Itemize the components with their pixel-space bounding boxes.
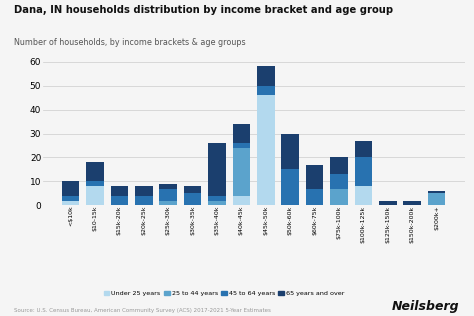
Bar	[403, 201, 421, 205]
Bar	[159, 184, 177, 189]
Bar	[428, 193, 446, 205]
Bar	[135, 196, 153, 205]
Bar	[330, 174, 348, 189]
Bar	[159, 189, 177, 201]
Bar	[257, 95, 274, 205]
Legend: Under 25 years, 25 to 44 years, 45 to 64 years, 65 years and over: Under 25 years, 25 to 44 years, 45 to 64…	[101, 288, 347, 299]
Text: Dana, IN households distribution by income bracket and age group: Dana, IN households distribution by inco…	[14, 5, 393, 15]
Bar	[86, 162, 104, 181]
Bar	[233, 143, 250, 148]
Bar	[184, 186, 201, 193]
Bar	[355, 157, 372, 186]
Bar	[110, 196, 128, 205]
Bar	[355, 141, 372, 157]
Bar	[306, 165, 323, 189]
Bar	[282, 169, 299, 205]
Bar	[110, 186, 128, 196]
Bar	[135, 186, 153, 196]
Bar	[62, 196, 80, 201]
Text: Number of households, by income brackets & age groups: Number of households, by income brackets…	[14, 38, 246, 47]
Bar	[208, 196, 226, 201]
Bar	[86, 186, 104, 205]
Bar	[428, 191, 446, 193]
Bar	[233, 148, 250, 196]
Bar	[330, 189, 348, 205]
Bar	[233, 124, 250, 143]
Bar	[257, 86, 274, 95]
Bar	[306, 189, 323, 205]
Bar	[62, 181, 80, 196]
Bar	[282, 134, 299, 169]
Bar	[62, 201, 80, 205]
Bar	[208, 201, 226, 205]
Bar	[86, 181, 104, 186]
Text: Neilsberg: Neilsberg	[392, 300, 460, 313]
Text: Source: U.S. Census Bureau, American Community Survey (ACS) 2017-2021 5-Year Est: Source: U.S. Census Bureau, American Com…	[14, 308, 271, 313]
Bar	[184, 193, 201, 205]
Bar	[330, 157, 348, 174]
Bar	[233, 196, 250, 205]
Bar	[379, 201, 397, 205]
Bar	[257, 66, 274, 86]
Bar	[208, 143, 226, 196]
Bar	[159, 201, 177, 205]
Bar	[355, 186, 372, 205]
